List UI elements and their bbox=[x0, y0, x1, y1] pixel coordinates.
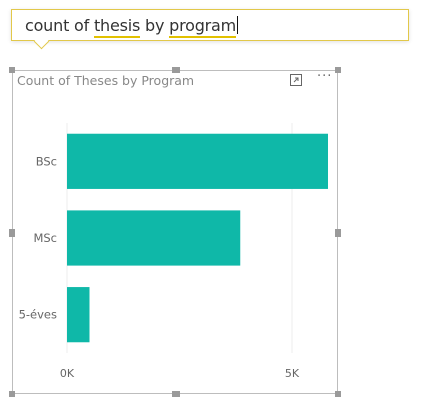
qa-term-program: program bbox=[169, 16, 236, 38]
resize-handle-top-right[interactable] bbox=[335, 67, 341, 73]
more-options-icon[interactable]: ··· bbox=[317, 69, 333, 84]
bar-bsc[interactable] bbox=[67, 133, 328, 189]
qa-term-thesis: thesis bbox=[93, 16, 140, 38]
qa-text-middle: by bbox=[140, 16, 170, 35]
visual-title: Count of Theses by Program bbox=[17, 73, 195, 88]
category-label: 5-éves bbox=[19, 308, 57, 322]
resize-handle-bottom-left[interactable] bbox=[9, 391, 15, 397]
resize-handle-right[interactable] bbox=[335, 229, 341, 237]
resize-handle-bottom-right[interactable] bbox=[335, 391, 341, 397]
qa-input-box[interactable]: count of thesis by program bbox=[11, 9, 409, 41]
text-caret bbox=[237, 16, 239, 34]
x-tick-label: 0K bbox=[60, 367, 75, 380]
bar-msc[interactable] bbox=[67, 210, 241, 266]
chart-plot: 0K 5K BSc MSc 5-éves bbox=[19, 123, 328, 380]
category-label: BSc bbox=[36, 154, 57, 168]
resize-handle-left[interactable] bbox=[9, 229, 15, 237]
resize-handle-bottom[interactable] bbox=[172, 391, 180, 397]
focus-mode-icon[interactable] bbox=[289, 73, 303, 91]
bar-chart-visual[interactable]: Count of Theses by Program ··· 0K 5K BSc MS… bbox=[12, 70, 338, 394]
bar-5-ves[interactable] bbox=[67, 287, 90, 343]
resize-handle-top-left[interactable] bbox=[9, 67, 15, 73]
resize-handle-top[interactable] bbox=[172, 67, 180, 73]
category-label: MSc bbox=[33, 231, 57, 245]
qa-text-before: count of bbox=[25, 16, 94, 35]
x-tick-label: 5K bbox=[285, 367, 300, 380]
qa-input[interactable]: count of thesis by program bbox=[25, 16, 239, 38]
